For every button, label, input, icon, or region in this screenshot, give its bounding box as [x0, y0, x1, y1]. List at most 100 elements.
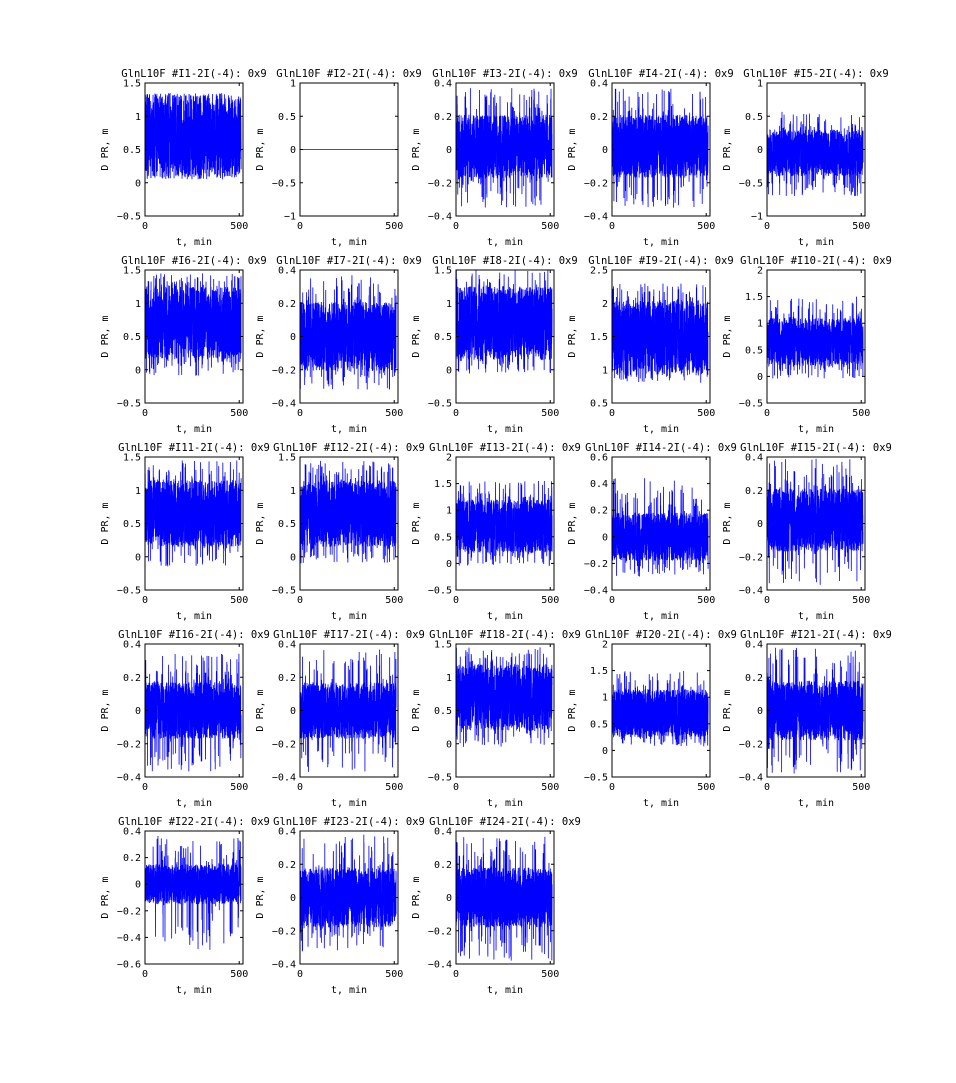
x-axis-label: t, min — [331, 237, 367, 248]
plot-title: GlnL10F #I8-2I(-4): 0x9 — [432, 255, 577, 267]
x-tick-label: 0 — [453, 595, 459, 606]
y-tick-label: 0.2 — [590, 112, 608, 123]
x-tick-label: 500 — [230, 595, 248, 606]
x-axis-label: t, min — [331, 798, 367, 809]
plot-title: GlnL10F #I17-2I(-4): 0x9 — [273, 629, 425, 641]
y-tick-label: −0.4 — [117, 773, 141, 784]
data-line — [766, 647, 864, 774]
x-axis-label: t, min — [487, 237, 523, 248]
y-tick-label: −0.4 — [739, 586, 763, 597]
y-tick-label: 1 — [446, 506, 452, 517]
y-tick-label: −0.2 — [272, 739, 296, 750]
x-tick-label: 500 — [697, 595, 715, 606]
y-axis-label: D PR, m — [567, 502, 578, 544]
y-tick-label: 0.5 — [590, 399, 608, 410]
y-axis-label: D PR, m — [411, 315, 422, 357]
data-line — [611, 283, 709, 383]
y-tick-label: 0 — [757, 519, 763, 530]
y-tick-label: −0.2 — [117, 739, 141, 750]
y-tick-label: 0.2 — [434, 112, 452, 123]
plot-title: GlnL10F #I22-2I(-4): 0x9 — [118, 816, 270, 828]
y-tick-label: 0 — [602, 532, 608, 543]
y-axis-label: D PR, m — [411, 128, 422, 170]
y-axis-label: D PR, m — [722, 689, 733, 731]
y-tick-label: 0 — [446, 365, 452, 376]
data-line — [455, 88, 553, 208]
data-line — [144, 273, 242, 376]
x-axis-label: t, min — [798, 798, 834, 809]
plot-title: GlnL10F #I9-2I(-4): 0x9 — [588, 255, 733, 267]
y-tick-label: −0.2 — [739, 552, 763, 563]
y-tick-label: 0 — [446, 559, 452, 570]
y-tick-label: 1.5 — [434, 479, 452, 490]
x-tick-label: 500 — [541, 595, 559, 606]
y-tick-label: 0 — [757, 372, 763, 383]
x-tick-label: 0 — [609, 221, 615, 232]
y-tick-label: 0.4 — [123, 640, 141, 651]
y-axis-label: D PR, m — [411, 502, 422, 544]
x-tick-label: 0 — [764, 221, 770, 232]
y-axis-label: D PR, m — [722, 502, 733, 544]
y-tick-label: 1.5 — [278, 453, 296, 464]
data-line — [455, 647, 553, 747]
y-tick-label: 1.5 — [123, 266, 141, 277]
y-tick-label: 0 — [446, 739, 452, 750]
x-axis-label: t, min — [176, 985, 212, 996]
y-tick-label: 0.4 — [745, 453, 763, 464]
y-tick-label: −0.4 — [739, 773, 763, 784]
y-axis-label: D PR, m — [100, 315, 111, 357]
x-tick-label: 0 — [297, 969, 303, 980]
y-tick-label: −0.4 — [584, 212, 608, 223]
plot-title: GlnL10F #I7-2I(-4): 0x9 — [276, 255, 421, 267]
y-tick-label: 0.2 — [123, 853, 141, 864]
plot-title: GlnL10F #I2-2I(-4): 0x9 — [276, 68, 421, 80]
plot-title: GlnL10F #I12-2I(-4): 0x9 — [273, 442, 425, 454]
y-axis-label: D PR, m — [411, 876, 422, 918]
y-tick-label: 0.5 — [745, 112, 763, 123]
y-tick-label: −0.2 — [739, 739, 763, 750]
y-tick-label: 0 — [446, 145, 452, 156]
y-tick-label: 2 — [757, 266, 763, 277]
y-tick-label: 1 — [602, 365, 608, 376]
subplot-20: −0.4 −0.2 0 0.2 0.4 0 500 GlnL10F #I21-2I(-4): … — [722, 629, 892, 809]
y-tick-label: 0 — [290, 893, 296, 904]
x-tick-label: 0 — [609, 408, 615, 419]
y-tick-label: −0.4 — [428, 212, 452, 223]
plot-title: GlnL10F #I20-2I(-4): 0x9 — [585, 629, 737, 641]
x-tick-label: 500 — [852, 221, 870, 232]
y-tick-label: 1.5 — [590, 332, 608, 343]
subplot-2: −1 −0.5 0 0.5 1 0 500 GlnL10F #I2-2I(-4): 0x9 t,… — [255, 68, 422, 248]
x-tick-label: 0 — [609, 782, 615, 793]
y-tick-label: −0.4 — [584, 586, 608, 597]
y-tick-label: 0.5 — [434, 706, 452, 717]
y-axis-label: D PR, m — [411, 689, 422, 731]
y-tick-label: 0.2 — [278, 860, 296, 871]
y-tick-label: 0.4 — [123, 827, 141, 838]
y-axis-label: D PR, m — [100, 128, 111, 170]
data-line — [766, 458, 864, 585]
x-tick-label: 0 — [142, 408, 148, 419]
y-tick-label: −1 — [751, 212, 763, 223]
y-tick-label: 0 — [757, 145, 763, 156]
data-line — [611, 478, 709, 577]
y-tick-label: 0.5 — [434, 332, 452, 343]
axes-frame — [144, 830, 244, 965]
data-line — [611, 670, 709, 747]
data-line — [144, 836, 242, 950]
x-tick-label: 0 — [453, 782, 459, 793]
x-tick-label: 500 — [541, 221, 559, 232]
plot-title: GlnL10F #I23-2I(-4): 0x9 — [273, 816, 425, 828]
y-tick-label: 1 — [135, 299, 141, 310]
y-tick-label: −0.4 — [272, 773, 296, 784]
y-tick-label: 1 — [757, 319, 763, 330]
y-tick-label: −0.4 — [272, 960, 296, 971]
plot-title: GlnL10F #I6-2I(-4): 0x9 — [121, 255, 266, 267]
x-tick-label: 0 — [297, 221, 303, 232]
data-line — [144, 93, 242, 180]
x-axis-label: t, min — [798, 237, 834, 248]
x-tick-label: 0 — [764, 408, 770, 419]
x-tick-label: 0 — [142, 221, 148, 232]
y-axis-label: D PR, m — [100, 689, 111, 731]
